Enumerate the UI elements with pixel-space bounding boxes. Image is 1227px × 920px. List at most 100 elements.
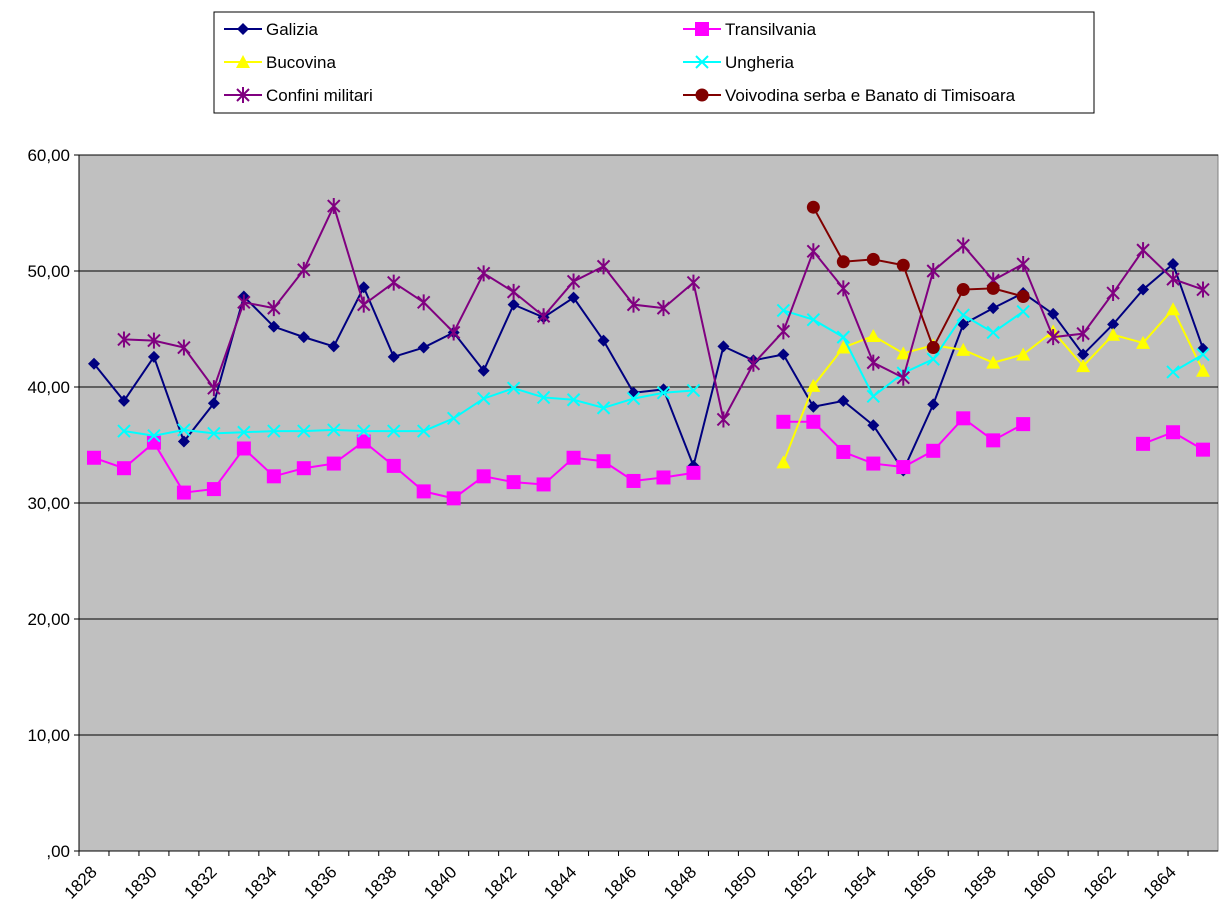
- legend-label: Bucovina: [266, 53, 336, 72]
- marker: [117, 331, 131, 348]
- marker: [117, 394, 130, 407]
- marker: [1166, 365, 1180, 379]
- marker: [507, 298, 520, 311]
- marker: [506, 283, 521, 300]
- marker: [86, 450, 101, 465]
- marker: [626, 473, 641, 488]
- marker: [1016, 417, 1031, 432]
- marker: [1166, 271, 1180, 288]
- legend-label: Transilvania: [725, 20, 817, 39]
- marker: [536, 390, 551, 405]
- marker: [177, 339, 191, 356]
- y-tick-label: 30,00: [27, 494, 70, 513]
- marker: [695, 88, 709, 102]
- marker: [927, 398, 940, 411]
- marker: [956, 411, 971, 426]
- marker: [926, 341, 940, 355]
- marker: [1167, 258, 1180, 271]
- marker: [206, 482, 221, 497]
- marker: [1046, 329, 1060, 346]
- marker: [1136, 335, 1151, 349]
- x-tick-label: 1836: [300, 862, 340, 902]
- marker: [237, 23, 249, 35]
- x-tick-label: 1864: [1140, 862, 1180, 902]
- x-tick-label: 1854: [840, 862, 880, 902]
- marker: [207, 380, 221, 397]
- marker: [1196, 442, 1211, 457]
- marker: [147, 429, 161, 443]
- marker: [1016, 304, 1030, 319]
- x-tick-label: 1842: [480, 862, 520, 902]
- marker: [567, 291, 580, 304]
- marker: [1076, 359, 1091, 373]
- marker: [297, 424, 311, 438]
- legend-label: Galizia: [266, 20, 319, 39]
- marker: [866, 456, 881, 471]
- x-tick-label: 1856: [900, 862, 940, 902]
- marker: [266, 469, 281, 484]
- marker: [807, 400, 820, 413]
- marker: [746, 355, 761, 372]
- marker: [926, 263, 940, 279]
- marker: [506, 381, 521, 395]
- marker: [387, 274, 401, 291]
- y-tick-label: 20,00: [27, 610, 70, 629]
- marker: [695, 22, 709, 36]
- marker: [476, 391, 491, 406]
- marker: [357, 296, 371, 313]
- marker: [446, 324, 461, 341]
- x-tick-label: 1848: [660, 862, 700, 902]
- marker: [236, 87, 250, 103]
- marker: [836, 340, 851, 354]
- marker: [327, 198, 341, 215]
- marker: [926, 352, 940, 366]
- marker: [776, 303, 791, 318]
- marker: [356, 434, 371, 449]
- marker: [177, 435, 190, 448]
- marker: [596, 454, 611, 469]
- marker: [896, 258, 910, 272]
- marker: [896, 460, 911, 475]
- marker: [806, 378, 821, 392]
- marker: [806, 414, 821, 429]
- legend-label: Ungheria: [725, 53, 795, 72]
- marker: [1016, 256, 1030, 273]
- marker: [326, 456, 341, 471]
- marker: [806, 200, 820, 214]
- marker: [956, 308, 970, 322]
- marker: [626, 391, 641, 406]
- marker: [986, 325, 1000, 340]
- marker: [416, 484, 431, 499]
- legend-box: [213, 11, 1095, 114]
- marker: [597, 334, 610, 347]
- x-tick-label: 1830: [121, 862, 161, 902]
- x-tick-label: 1852: [780, 862, 820, 902]
- marker: [446, 411, 461, 426]
- marker: [327, 423, 341, 437]
- marker: [236, 55, 250, 68]
- x-tick-label: 1858: [960, 862, 1000, 902]
- marker: [87, 357, 100, 370]
- marker: [956, 342, 971, 356]
- marker: [986, 433, 1001, 448]
- marker: [1016, 347, 1031, 361]
- marker: [296, 461, 311, 476]
- marker: [866, 389, 881, 403]
- series-line: [1172, 353, 1204, 373]
- marker: [117, 424, 131, 438]
- marker: [1196, 281, 1210, 298]
- marker: [147, 350, 160, 363]
- y-tick-label: 10,00: [27, 726, 70, 745]
- marker: [267, 320, 280, 333]
- marker: [387, 350, 400, 363]
- marker: [416, 424, 431, 438]
- marker: [566, 273, 581, 290]
- marker: [176, 485, 191, 500]
- marker: [866, 328, 881, 342]
- marker: [476, 469, 491, 484]
- marker: [446, 491, 461, 506]
- marker: [836, 330, 851, 344]
- marker: [777, 348, 790, 361]
- marker: [866, 354, 881, 371]
